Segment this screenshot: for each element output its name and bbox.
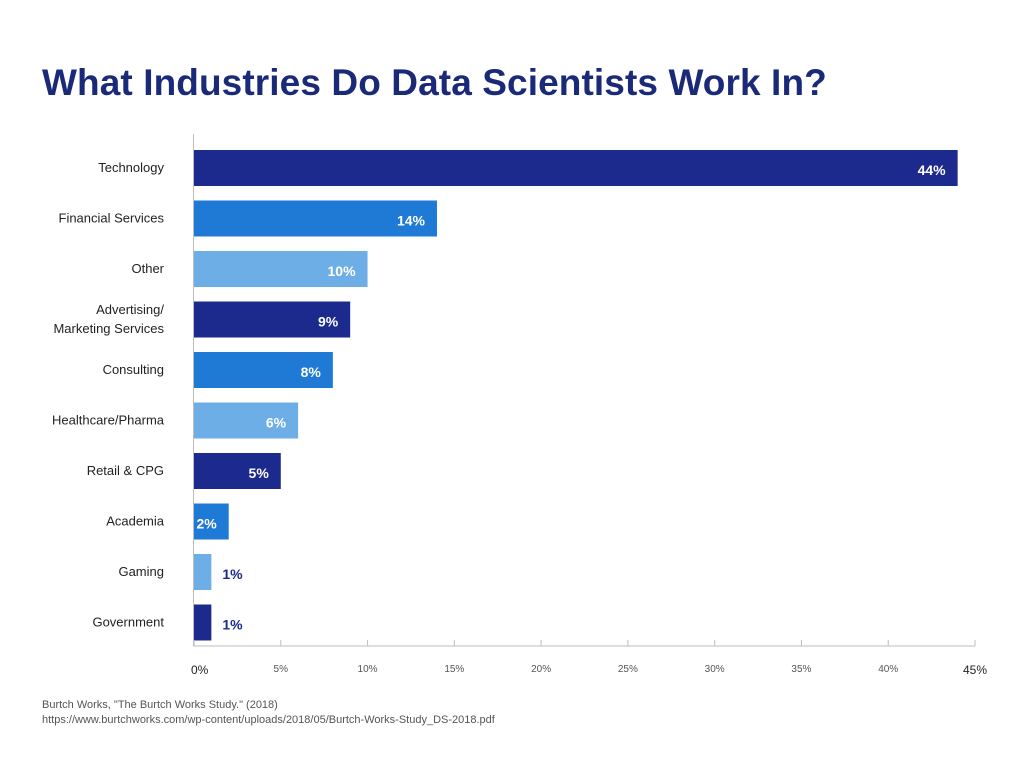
bar	[194, 200, 437, 237]
value-label: 44%	[918, 162, 947, 178]
category-label: Other	[131, 261, 164, 276]
bar	[194, 604, 212, 641]
bar	[194, 554, 212, 590]
category-label: Government	[92, 615, 164, 630]
category-label: Gaming	[118, 564, 164, 579]
value-label: 1%	[222, 566, 243, 582]
x-tick-label: 35%	[791, 664, 811, 675]
chart-title: What Industries Do Data Scientists Work …	[42, 62, 827, 103]
category-label: Advertising/	[96, 302, 164, 317]
x-tick-label: 5%	[274, 664, 289, 675]
category-label: Healthcare/Pharma	[52, 413, 165, 428]
value-label: 10%	[328, 263, 357, 279]
value-label: 5%	[249, 465, 270, 481]
category-label: Retail & CPG	[87, 463, 164, 478]
x-tick-label: 45%	[963, 663, 987, 677]
bar	[194, 301, 351, 338]
value-label: 9%	[318, 314, 339, 330]
x-tick-label: 25%	[618, 664, 638, 675]
x-tick-label: 40%	[878, 664, 898, 675]
value-label: 2%	[196, 516, 217, 532]
bar	[194, 503, 229, 540]
value-label: 14%	[397, 213, 426, 229]
bar	[194, 352, 333, 388]
bar-chart: Technology 44% Financial Services 14% Other 1…	[52, 134, 987, 677]
x-tick-label: 15%	[444, 664, 464, 675]
value-label: 6%	[266, 415, 287, 431]
value-label: 1%	[222, 617, 243, 633]
bar	[194, 150, 958, 186]
x-tick-label: 10%	[358, 664, 378, 675]
x-tick-label: 20%	[531, 664, 551, 675]
value-label: 8%	[301, 364, 322, 380]
bar	[194, 453, 281, 489]
bar	[194, 402, 299, 439]
bar	[194, 251, 368, 287]
category-label: Technology	[98, 160, 164, 175]
x-tick-label: 30%	[705, 664, 725, 675]
category-label: Marketing Services	[53, 321, 164, 336]
category-label: Financial Services	[59, 211, 165, 226]
category-label: Consulting	[103, 362, 164, 377]
source-citation: Burtch Works, "The Burtch Works Study." …	[42, 699, 278, 711]
x-tick-label: 0%	[191, 663, 209, 677]
category-label: Academia	[106, 514, 165, 529]
source-url: https://www.burtchworks.com/wp-content/u…	[42, 714, 495, 726]
